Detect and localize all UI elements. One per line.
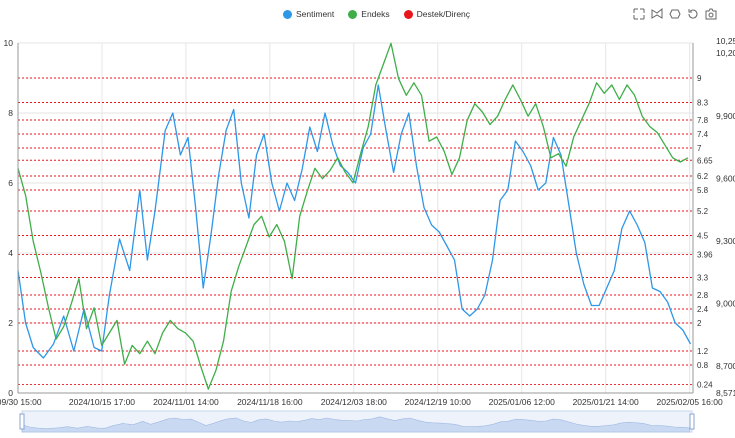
y-right-tick-label: 9,300 bbox=[716, 236, 735, 246]
toolbox bbox=[633, 8, 717, 20]
legend-item-sentiment[interactable]: Sentiment bbox=[283, 9, 334, 19]
x-tick-label: 2024/12/19 10:00 bbox=[405, 397, 471, 407]
support-resistance-label: 2.4 bbox=[697, 305, 709, 314]
support-resistance-label: 3.3 bbox=[697, 274, 709, 283]
y-left-tick-label: 10 bbox=[4, 38, 14, 48]
y-left-tick-label: 8 bbox=[8, 108, 13, 118]
x-tick-label: 2025/01/21 14:00 bbox=[573, 397, 639, 407]
support-resistance-label: 0.24 bbox=[697, 381, 713, 390]
y-right-tick-label: 10,25 bbox=[716, 36, 735, 46]
y-right-tick-label: 8,571. bbox=[716, 388, 735, 398]
datazoom-handle-left[interactable] bbox=[19, 413, 25, 430]
support-resistance-levels: 0.24 0.8 1.2 2 2.4 2.8 3.3 3.96 4.5 5.2 5.8 6.2 6.65… bbox=[18, 74, 713, 390]
x-tick-label: 2024/11/18 16:00 bbox=[237, 397, 303, 407]
support-resistance-label: 0.8 bbox=[697, 361, 709, 370]
y-right-tick-label: 9,900 bbox=[716, 111, 735, 121]
support-resistance-label: 6.2 bbox=[697, 172, 709, 181]
support-resistance-label: 2.8 bbox=[697, 291, 709, 300]
legend-item-endeks[interactable]: Endeks bbox=[348, 9, 390, 19]
support-resistance-label: 4.5 bbox=[697, 232, 709, 241]
support-resistance-label: 5.2 bbox=[697, 207, 709, 216]
y-left-tick-label: 4 bbox=[8, 248, 13, 258]
support-resistance-label: 5.8 bbox=[697, 186, 709, 195]
y-right-tick-label: 8,700 bbox=[716, 361, 735, 371]
x-tick-label: 2024/10/15 17:00 bbox=[69, 397, 135, 407]
support-resistance-label: 7.4 bbox=[697, 130, 709, 139]
support-resistance-label: 9 bbox=[697, 74, 702, 83]
legend-marker-endeks bbox=[348, 9, 358, 19]
x-tick-label: 2024/11/01 14:00 bbox=[153, 397, 219, 407]
restore-icon[interactable] bbox=[687, 8, 699, 20]
x-tick-label: /09/30 15:00 bbox=[0, 397, 42, 407]
series-line-endeks bbox=[17, 42, 689, 390]
legend-label-sentiment: Sentiment bbox=[296, 9, 335, 19]
support-resistance-label: 1.2 bbox=[697, 347, 709, 356]
legend-label-destek-direnc: Destek/Direnç bbox=[416, 9, 471, 19]
datazoom-handle-right[interactable] bbox=[689, 413, 695, 430]
legend-marker-sentiment bbox=[283, 9, 292, 19]
support-resistance-label: 7 bbox=[697, 144, 702, 153]
legend-marker-destek-direnc bbox=[403, 9, 413, 19]
legend: Sentiment Endeks Destek/Direnç bbox=[283, 9, 470, 19]
y-left-tick-label: 6 bbox=[8, 178, 13, 188]
support-resistance-label: 8.3 bbox=[697, 99, 709, 108]
zoom-reset-icon[interactable] bbox=[669, 8, 681, 20]
support-resistance-label: 2 bbox=[697, 319, 702, 328]
save-image-icon[interactable] bbox=[705, 8, 717, 20]
y-right-tick-label: 9,600 bbox=[716, 174, 735, 184]
x-tick-label: 2024/12/03 18:00 bbox=[321, 397, 387, 407]
legend-label-endeks: Endeks bbox=[361, 9, 390, 19]
y-right-tick-label: 9,000 bbox=[716, 299, 735, 309]
datazoom-slider[interactable] bbox=[19, 410, 695, 433]
support-resistance-label: 3.96 bbox=[697, 250, 713, 259]
x-tick-label: 2025/02/05 16:00 bbox=[657, 397, 723, 407]
support-resistance-label: 7.8 bbox=[697, 116, 709, 125]
series-line-sentiment bbox=[17, 84, 692, 359]
legend-item-destek-direnc[interactable]: Destek/Direnç bbox=[403, 9, 471, 19]
y-right-tick-label: 10,200 bbox=[716, 48, 735, 58]
support-resistance-label: 6.65 bbox=[697, 156, 713, 165]
y-left-tick-label: 0 bbox=[8, 388, 13, 398]
zoom-select-icon[interactable] bbox=[633, 8, 645, 20]
y-left-tick-label: 2 bbox=[8, 318, 13, 328]
axes: 0 2 4 6 8 10 8,571. 8,700 9,000 9,300 9,600 9,900 10… bbox=[0, 36, 735, 407]
series-lines bbox=[17, 42, 692, 390]
zoom-lasso-icon[interactable] bbox=[651, 8, 663, 20]
x-tick-label: 2025/01/06 12:00 bbox=[489, 397, 555, 407]
datazoom-preview bbox=[21, 416, 690, 433]
